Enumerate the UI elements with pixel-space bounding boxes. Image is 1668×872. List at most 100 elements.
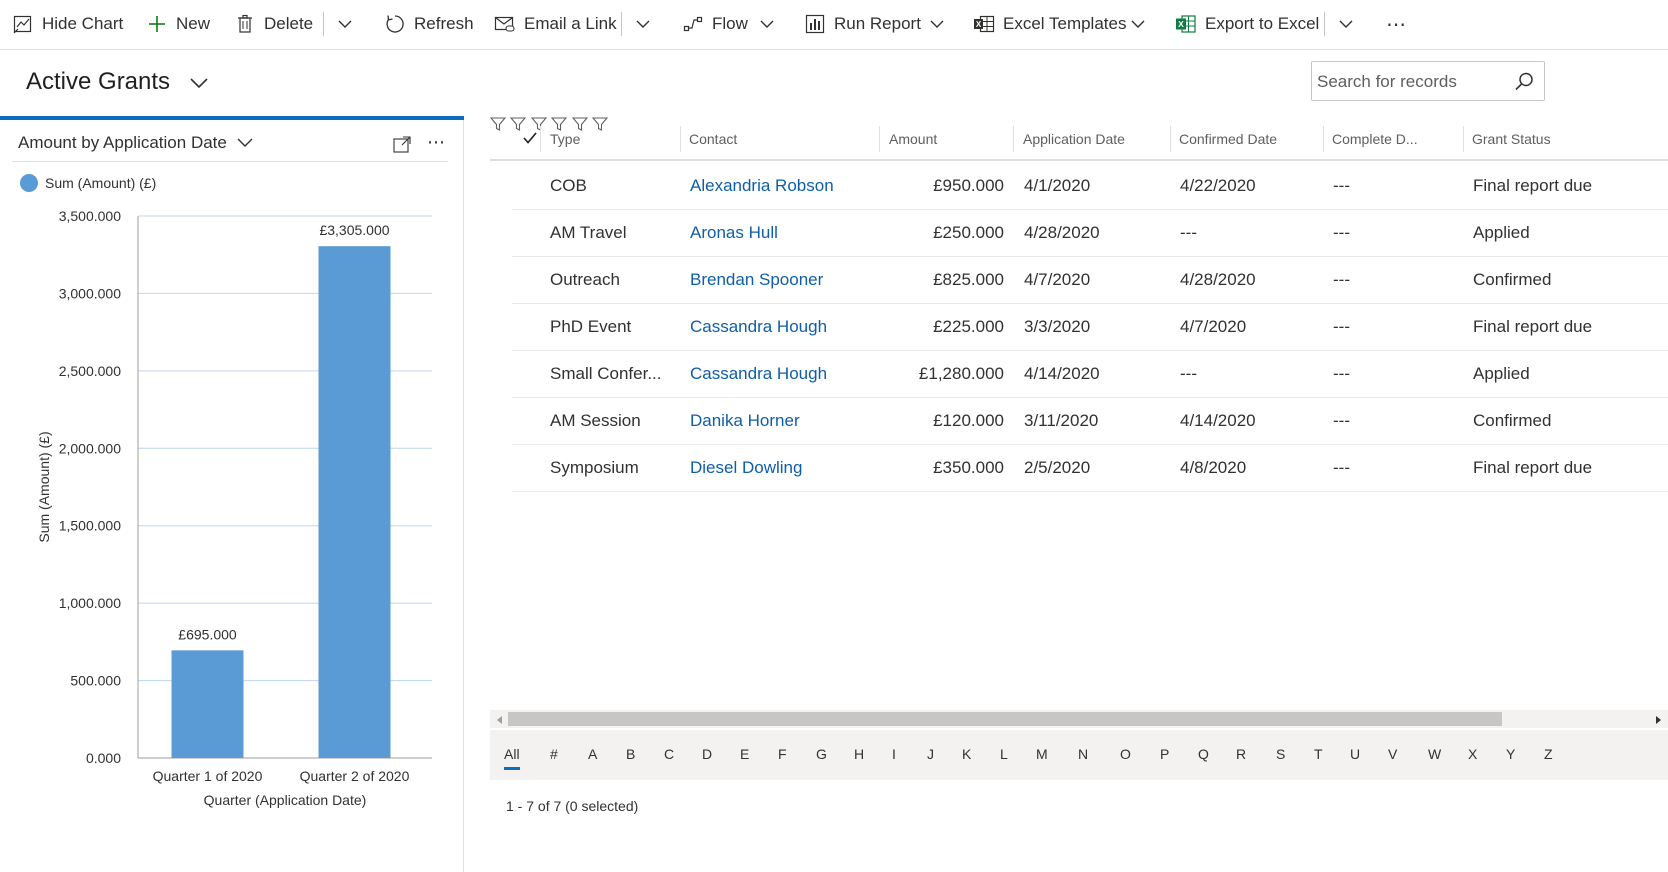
select-all-check-icon[interactable] (522, 130, 538, 146)
excel-templates-button[interactable]: X Excel Templates (973, 0, 1126, 48)
jump-bar-letter[interactable]: G (816, 746, 827, 762)
cell-grant-status: Final report due (1473, 176, 1593, 195)
jump-bar-letter[interactable]: X (1468, 746, 1478, 762)
cell-confirmed-date: 4/8/2020 (1180, 458, 1247, 477)
column-header-complete-date[interactable]: Complete D... (1332, 116, 1418, 161)
export-excel-button[interactable]: X Export to Excel (1175, 0, 1319, 48)
filter-icon[interactable] (592, 117, 609, 136)
chart-pane: Amount by Application Date ⋯ Sum (Amount… (0, 116, 464, 872)
jump-bar-letter[interactable]: L (1000, 746, 1008, 762)
jump-bar-letter[interactable]: K (962, 746, 972, 762)
jump-bar-letter[interactable]: I (892, 746, 896, 762)
jump-bar-letter[interactable]: N (1078, 746, 1089, 762)
view-header: Active Grants (0, 50, 1668, 116)
delete-button[interactable]: Delete (234, 0, 313, 48)
jump-bar-letter[interactable]: W (1428, 746, 1442, 762)
jump-bar-letter[interactable]: S (1276, 746, 1286, 762)
jump-bar-letter[interactable]: # (550, 746, 558, 762)
jump-bar-letter[interactable]: E (740, 746, 750, 762)
jump-bar-letter[interactable]: M (1036, 746, 1048, 762)
column-header-application-date[interactable]: Application Date (1023, 116, 1125, 161)
cell-contact-link[interactable]: Diesel Dowling (690, 458, 803, 477)
scrollbar-thumb[interactable] (508, 712, 1502, 726)
table-row[interactable]: Symposium Diesel Dowling £350.000 2/5/20… (512, 445, 1668, 492)
cell-type: Small Confer... (550, 364, 662, 383)
cell-amount: £350.000 (933, 458, 1004, 477)
jump-bar-letter[interactable]: J (927, 746, 934, 762)
table-row[interactable]: PhD Event Cassandra Hough £225.000 3/3/2… (512, 304, 1668, 351)
jump-bar-letter[interactable]: P (1160, 746, 1170, 762)
cell-grant-status: Confirmed (1473, 411, 1552, 430)
cell-contact-link[interactable]: Alexandria Robson (690, 176, 834, 195)
cell-contact-link[interactable]: Danika Horner (690, 411, 800, 430)
run-report-chevron-icon[interactable] (927, 14, 947, 34)
jump-bar-all[interactable]: All (504, 746, 520, 762)
horizontal-scrollbar[interactable] (490, 710, 1668, 728)
export-chevron-icon[interactable] (1336, 14, 1356, 34)
search-icon[interactable] (1513, 71, 1535, 93)
jump-bar-letter[interactable]: H (854, 746, 865, 762)
table-row[interactable]: Outreach Brendan Spooner £825.000 4/7/20… (512, 257, 1668, 304)
excel-icon: X (1175, 13, 1197, 35)
filter-icon[interactable] (510, 117, 527, 136)
filter-icon[interactable] (551, 117, 568, 136)
filter-icon[interactable] (489, 117, 507, 136)
cell-contact-link[interactable]: Cassandra Hough (690, 317, 828, 336)
table-row[interactable]: COB Alexandria Robson £950.000 4/1/2020 … (512, 163, 1668, 210)
scroll-left-icon[interactable] (494, 713, 506, 725)
flow-button[interactable]: Flow (682, 0, 748, 48)
jump-bar-letter[interactable]: F (778, 746, 787, 762)
jump-bar-letter[interactable]: Z (1544, 746, 1553, 762)
search-box (1311, 61, 1545, 101)
jump-bar-letter[interactable]: Q (1198, 746, 1209, 762)
jump-bar-letter[interactable]: B (626, 746, 636, 762)
bar-2[interactable] (318, 246, 391, 758)
jump-bar-letter[interactable]: T (1314, 746, 1323, 762)
table-row[interactable]: AM Session Danika Horner £120.000 3/11/2… (512, 398, 1668, 445)
filter-icon[interactable] (571, 117, 588, 136)
cell-contact-link[interactable]: Cassandra Hough (690, 364, 828, 383)
jump-bar-letter[interactable]: Y (1506, 746, 1516, 762)
chart-legend: Sum (Amount) (£) (20, 174, 156, 192)
column-header-confirmed-date[interactable]: Confirmed Date (1179, 116, 1277, 161)
table-row[interactable]: AM Travel Aronas Hull £250.000 4/28/2020… (512, 210, 1668, 257)
expand-chart-icon[interactable] (392, 135, 412, 155)
chart-selector-chevron-icon[interactable] (236, 134, 254, 152)
column-header-type[interactable]: Type (550, 116, 580, 161)
refresh-button[interactable]: Refresh (384, 0, 474, 48)
flow-chevron-icon[interactable] (757, 14, 777, 34)
email-link-button[interactable]: Email a Link (494, 0, 617, 48)
jump-bar-letter[interactable]: R (1236, 746, 1247, 762)
plus-icon (146, 13, 168, 35)
overflow-more-button[interactable]: ⋯ (1386, 0, 1407, 48)
jump-bar-letter[interactable]: V (1388, 746, 1398, 762)
bar-1[interactable] (171, 650, 244, 758)
jump-bar-letter[interactable]: O (1120, 746, 1131, 762)
view-selector-chevron-icon[interactable] (188, 72, 210, 94)
column-header-amount[interactable]: Amount (889, 116, 937, 161)
more-commands-chevron-icon[interactable] (335, 14, 355, 34)
scroll-right-icon[interactable] (1652, 713, 1664, 725)
column-header-contact[interactable]: Contact (689, 116, 737, 161)
y-tick-label: 1,500.000 (59, 518, 121, 534)
cell-grant-status: Applied (1473, 364, 1530, 383)
jump-bar-letter[interactable]: C (664, 746, 675, 762)
view-title[interactable]: Active Grants (26, 68, 171, 95)
cell-contact-link[interactable]: Aronas Hull (690, 223, 778, 242)
chart-title[interactable]: Amount by Application Date (18, 133, 227, 152)
new-button[interactable]: New (146, 0, 210, 48)
search-input[interactable] (1317, 70, 1507, 94)
run-report-button[interactable]: Run Report (804, 0, 921, 48)
cell-application-date: 4/1/2020 (1024, 176, 1091, 195)
cell-contact-link[interactable]: Brendan Spooner (690, 270, 824, 289)
cell-type: COB (550, 176, 587, 195)
excel-templates-chevron-icon[interactable] (1128, 14, 1148, 34)
email-chevron-icon[interactable] (633, 14, 653, 34)
hide-chart-button[interactable]: Hide Chart (12, 0, 123, 48)
jump-bar-letter[interactable]: U (1350, 746, 1361, 762)
jump-bar-letter[interactable]: D (702, 746, 713, 762)
jump-bar-letter[interactable]: A (588, 746, 598, 762)
chart-more-icon[interactable]: ⋯ (427, 132, 445, 152)
column-header-grant-status[interactable]: Grant Status (1472, 116, 1551, 161)
table-row[interactable]: Small Confer... Cassandra Hough £1,280.0… (512, 351, 1668, 398)
